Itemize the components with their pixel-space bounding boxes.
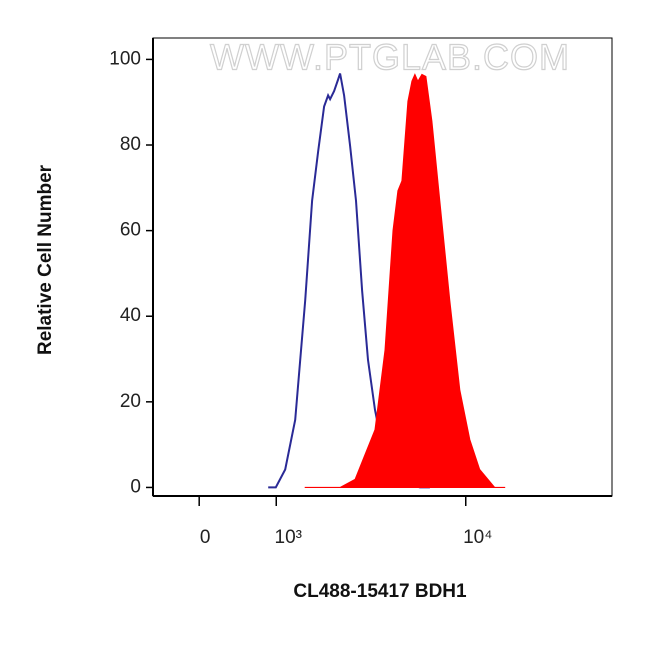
y-tick-label: 40 — [120, 305, 141, 326]
y-tick-label: 0 — [130, 476, 141, 497]
y-tick-label: 60 — [120, 220, 141, 241]
y-tick-label: 80 — [120, 134, 141, 155]
x-tick-label: 0 — [200, 527, 211, 548]
y-tick-label: 20 — [120, 391, 141, 412]
x-tick-label: 10⁴ — [463, 527, 492, 548]
y-tick-label: 100 — [109, 48, 141, 69]
watermark: WWW.PTGLAB.COM — [210, 37, 570, 78]
histogram-area — [304, 73, 506, 488]
y-axis-label: Relative Cell Number — [35, 164, 56, 355]
x-tick-label: 10³ — [275, 527, 302, 548]
x-axis-label: CL488-15417 BDH1 — [293, 581, 467, 602]
